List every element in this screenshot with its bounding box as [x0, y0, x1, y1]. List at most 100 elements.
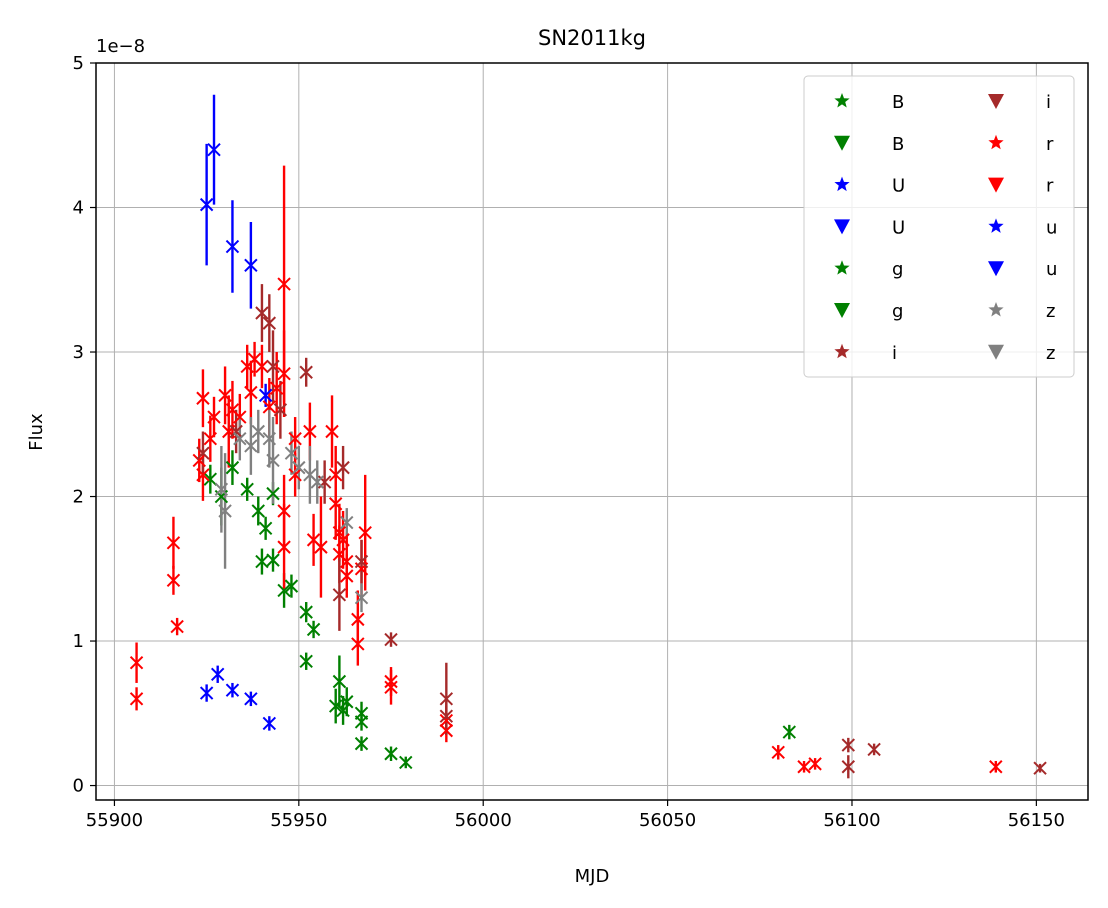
data-point-B	[299, 654, 313, 668]
data-point-U	[262, 716, 277, 731]
data-point-r	[314, 540, 328, 554]
data-markers	[129, 142, 1047, 775]
data-point-i	[229, 424, 243, 439]
data-point-i	[299, 365, 313, 379]
x-axis-label: MJD	[575, 866, 610, 887]
data-point-r	[384, 674, 398, 689]
data-point-r	[192, 453, 206, 468]
data-point-r	[303, 424, 317, 439]
data-point-r	[269, 381, 284, 395]
legend-label: r	[1046, 176, 1054, 197]
data-point-r	[233, 410, 247, 424]
data-point-z	[266, 453, 280, 468]
data-point-B	[266, 486, 280, 501]
data-point-B	[332, 674, 347, 689]
data-point-U	[225, 683, 240, 697]
plot-frame	[95, 62, 1089, 801]
data-point-B	[225, 460, 240, 475]
y-axis-label: Flux	[26, 413, 47, 451]
legend-marker-triangle	[988, 177, 1004, 193]
data-point-r	[244, 385, 258, 400]
y-tick-label: 0	[73, 776, 84, 797]
legend-label: B	[892, 134, 904, 155]
data-point-B	[258, 521, 273, 536]
data-point-i	[336, 460, 350, 475]
data-point-i	[841, 760, 856, 774]
legend-label: g	[892, 259, 903, 280]
x-tick-label: 56150	[1008, 810, 1065, 831]
data-point-r	[166, 573, 181, 588]
data-point-i	[439, 692, 454, 706]
data-point-U	[244, 692, 258, 706]
data-point-z	[292, 460, 306, 475]
data-point-B	[284, 579, 299, 593]
legend-marker-star	[988, 218, 1004, 233]
x-tick-label: 55900	[86, 810, 143, 831]
data-point-B	[203, 472, 218, 486]
data-point-r	[797, 760, 811, 774]
data-point-r	[358, 525, 372, 540]
y-tick-label: 1	[73, 631, 84, 652]
data-point-U	[225, 239, 240, 254]
data-point-i	[332, 588, 347, 602]
legend-label: u	[1046, 217, 1057, 238]
data-point-r	[255, 359, 269, 374]
data-point-r	[288, 468, 302, 482]
data-point-B	[328, 699, 343, 713]
data-point-U	[199, 686, 214, 700]
data-point-r	[332, 525, 347, 540]
data-point-U	[258, 388, 273, 403]
data-point-z	[310, 475, 324, 489]
y-tick-label: 2	[73, 487, 84, 508]
legend-marker-star	[834, 343, 850, 359]
data-point-z	[218, 504, 232, 518]
data-point-z	[251, 424, 265, 439]
legend-marker-triangle	[988, 94, 1004, 109]
data-point-r	[277, 504, 291, 518]
data-point-B	[336, 703, 350, 718]
data-point-i	[273, 403, 288, 417]
data-point-B	[266, 553, 280, 567]
chart-title: SN2011kg	[538, 26, 646, 50]
data-point-r	[351, 612, 365, 627]
data-point-r	[129, 656, 144, 670]
data-point-z	[262, 432, 277, 446]
data-point-r	[340, 554, 354, 569]
data-point-U	[207, 142, 221, 157]
data-point-r	[277, 277, 291, 291]
y-tick-label: 3	[73, 342, 84, 363]
data-point-U	[199, 197, 214, 212]
data-point-r	[207, 410, 221, 424]
data-point-r	[277, 366, 291, 381]
data-point-B	[354, 715, 369, 729]
legend-marker-star	[834, 176, 850, 192]
x-tick-label: 55950	[270, 810, 327, 831]
legend-label: z	[1046, 343, 1055, 364]
legend-label: r	[1046, 134, 1054, 155]
data-point-r	[989, 760, 1003, 774]
data-point-r	[196, 468, 210, 482]
data-point-r	[218, 388, 232, 403]
legend-label: B	[892, 92, 904, 113]
y-offset-label: 1e−8	[96, 36, 145, 57]
data-point-z	[214, 482, 229, 497]
y-tick-label: 4	[73, 198, 84, 219]
x-axis-ticks: 55900 55950 56000 56050 56100 56150	[86, 800, 1065, 831]
data-point-B	[384, 747, 398, 761]
data-point-i	[867, 742, 881, 757]
data-point-i	[262, 316, 277, 330]
data-point-r	[262, 400, 277, 414]
data-point-r	[170, 619, 184, 634]
y-tick-label: 5	[73, 53, 84, 74]
data-point-i	[384, 632, 398, 647]
data-point-B	[251, 504, 265, 518]
legend-label: u	[1046, 259, 1057, 280]
data-point-r	[166, 536, 181, 550]
data-point-r	[277, 540, 291, 554]
data-point-B	[255, 554, 269, 569]
x-tick-label: 56050	[639, 810, 696, 831]
legend-marker-triangle	[988, 344, 1004, 360]
data-point-r	[384, 680, 398, 694]
legend-label: i	[1046, 92, 1051, 113]
